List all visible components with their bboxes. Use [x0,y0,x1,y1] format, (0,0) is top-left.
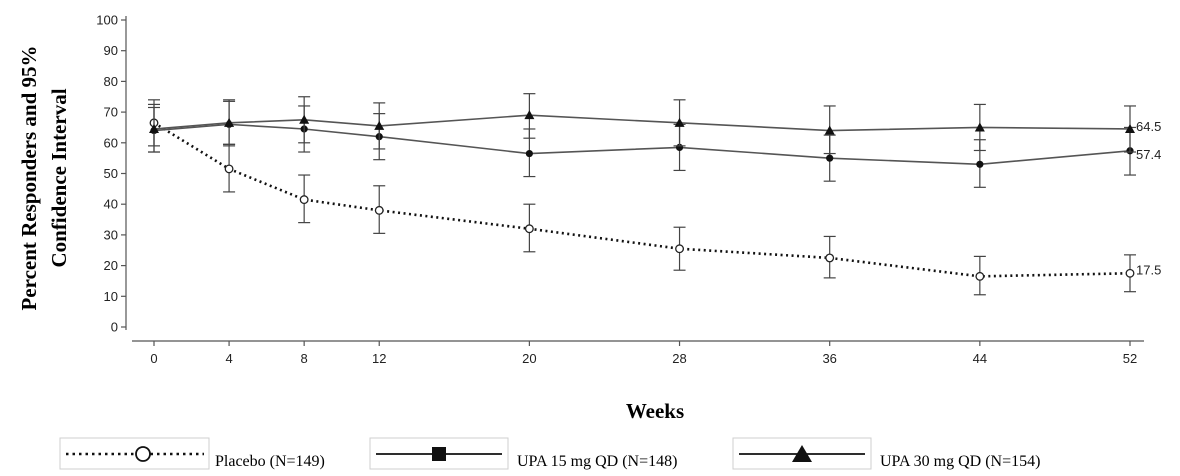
data-point-placebo [675,244,684,254]
y-tick-label: 20 [104,258,118,273]
legend-marker-upa15 [432,447,446,461]
series-layer: 17.5 57.4 64.5 [148,93,1161,296]
x-tick-label: 0 [150,351,157,366]
data-point-upa30 [149,123,159,133]
data-point-placebo [299,195,309,205]
y-tick-label: 0 [111,320,118,335]
x-tick-label: 52 [1123,351,1137,366]
x-tick-label: 4 [225,351,232,366]
y-tick-label: 70 [104,105,118,120]
legend-marker-placebo [135,446,151,462]
data-point-upa30 [824,125,835,135]
y-axis-title-line-1: Percent Responders and 95% [17,45,41,310]
y-tick-label: 30 [104,227,118,242]
series-upa30: 64.5 [148,93,1161,155]
legend-label-upa30: UPA 30 mg QD (N=154) [880,453,1040,470]
x-tick-label: 8 [301,351,308,366]
y-tick-label: 50 [104,166,118,181]
x-tick-label: 44 [973,351,987,366]
data-point-upa15 [826,154,834,162]
y-tick-label: 10 [104,289,118,304]
legend-marker-upa30 [792,445,812,462]
data-point-upa15 [976,160,984,168]
y-axis-title: Percent Responders and 95% Confidence In… [17,45,71,310]
y-tick-label: 40 [104,197,118,212]
y-tick-label: 80 [104,74,118,89]
axes: 0 10 20 30 40 50 60 70 80 90 100 0 4 8 12 20 28 36 44 52 [96,13,1144,366]
data-point-upa30 [1125,123,1135,133]
data-point-upa15 [525,149,533,158]
x-tick-label: 12 [372,351,386,366]
data-point-upa30 [524,110,535,120]
legend-label-placebo: Placebo (N=149) [215,453,325,470]
x-tick-label: 28 [672,351,686,366]
x-tick-label: 36 [822,351,836,366]
data-point-placebo [1125,268,1135,278]
data-point-upa30 [224,117,235,127]
data-point-placebo [524,224,534,234]
data-point-upa30 [374,120,385,130]
data-point-placebo [825,253,835,263]
x-tick-label: 20 [522,351,536,366]
y-tick-label: 90 [104,43,118,58]
legend: Placebo (N=149) UPA 15 mg QD (N=148) UPA… [59,437,1040,470]
end-value-label-upa15: 57.4 [1136,147,1161,162]
legend-swatch-box-placebo [59,437,210,470]
x-axis-title: Weeks [626,399,684,423]
legend-label-upa15: UPA 15 mg QD (N=148) [517,453,677,470]
end-value-label-placebo: 17.5 [1136,262,1161,277]
data-point-upa30 [299,114,310,124]
y-tick-label: 60 [104,135,118,150]
data-point-upa30 [974,122,985,132]
end-value-label-upa30: 64.5 [1136,119,1161,134]
series-upa15: 57.4 [148,100,1161,188]
y-axis-title-line-2: Confidence Interval [47,88,71,267]
data-point-upa30 [674,117,685,127]
data-point-placebo [224,164,234,174]
y-tick-label: 100 [96,13,118,28]
data-point-placebo [975,271,985,281]
data-point-placebo [374,205,384,215]
